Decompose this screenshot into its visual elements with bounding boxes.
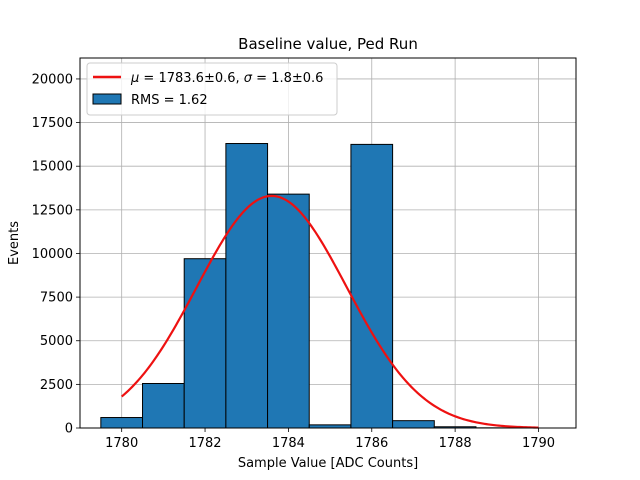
histogram-bar — [142, 382, 185, 429]
y-axis-label: Events — [7, 221, 22, 265]
y-tick-label: 5000 — [40, 334, 73, 349]
legend-mu-value: 1783.6±0.6, — [158, 71, 243, 86]
legend-mu-eq: = — [139, 71, 158, 86]
y-tick-label: 20000 — [32, 72, 73, 87]
y-tick-label: 2500 — [40, 378, 73, 393]
y-axis-ticks: 0 2500 5000 7500 10000 12500 15000 17500 20000 — [32, 72, 80, 437]
y-tick-label: 0 — [65, 422, 73, 437]
y-tick-label: 10000 — [32, 247, 73, 262]
histogram-bar — [392, 420, 435, 429]
histogram-bar — [183, 258, 227, 429]
y-tick-label: 12500 — [32, 203, 73, 218]
gaussian-fit-curve — [120, 194, 539, 429]
legend-fit-label: μ = 1783.6±0.6, σ = 1.8±0.6 — [130, 71, 323, 86]
legend-histogram-swatch — [92, 93, 122, 105]
x-tick-label: 1786 — [355, 436, 388, 451]
chart-title: Baseline value, Ped Run — [238, 35, 418, 53]
plot-area-frame — [79, 57, 577, 429]
legend-sigma-eq: = — [252, 71, 271, 86]
x-tick-label: 1784 — [272, 436, 305, 451]
histogram-bar — [350, 143, 394, 429]
legend: μ = 1783.6±0.6, σ = 1.8±0.6 RMS = 1.62 — [86, 62, 338, 116]
legend-mu-symbol: μ — [130, 71, 139, 86]
y-tick-label: 7500 — [40, 291, 73, 306]
x-tick-label: 1788 — [439, 436, 472, 451]
histogram-bars — [100, 143, 519, 429]
legend-histogram-label: RMS = 1.62 — [131, 93, 208, 108]
gaussian-fit — [120, 194, 539, 429]
x-axis-label: Sample Value [ADC Counts] — [238, 456, 418, 471]
x-tick-label: 1790 — [522, 436, 555, 451]
y-tick-label: 17500 — [32, 116, 73, 131]
legend-sigma-symbol: σ — [244, 71, 253, 86]
x-tick-label: 1780 — [105, 436, 138, 451]
histogram-bar — [267, 193, 310, 429]
histogram-bar — [100, 417, 144, 429]
legend-sigma-value: 1.8±0.6 — [271, 71, 323, 86]
histogram-bar — [225, 143, 269, 429]
y-tick-label: 15000 — [32, 160, 73, 175]
legend-box — [86, 62, 338, 116]
x-tick-label: 1782 — [188, 436, 221, 451]
x-axis-ticks: 1780 1782 1784 1786 1788 1790 — [105, 428, 555, 451]
